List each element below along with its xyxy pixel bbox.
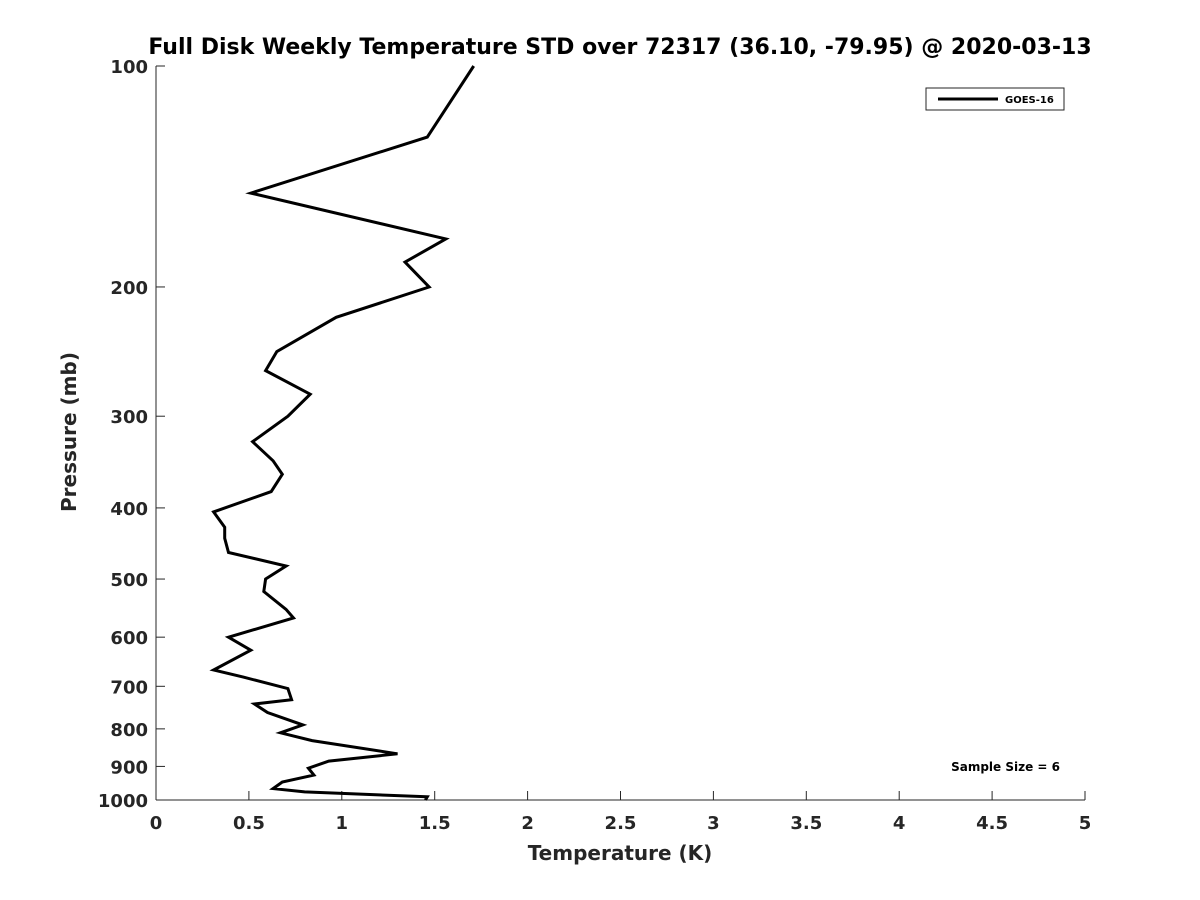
y-axis: 100 200 300 400 500 600 700 800 900 1000 (98, 57, 165, 812)
x-tick-label: 2 (521, 813, 534, 834)
x-tick-label: 5 (1079, 813, 1092, 834)
y-axis-label: Pressure (mb) (57, 352, 81, 512)
y-tick-label: 500 (110, 570, 148, 591)
x-tick-label: 0.5 (233, 813, 265, 834)
y-tick-label: 300 (110, 407, 148, 428)
x-tick-label: 4 (893, 813, 906, 834)
series-layer (209, 65, 475, 801)
y-tick-label: 200 (110, 278, 148, 299)
sample-size-annotation: Sample Size = 6 (951, 760, 1060, 774)
y-tick-label: 600 (110, 628, 148, 649)
chart-title: Full Disk Weekly Temperature STD over 72… (148, 35, 1091, 60)
series-line-goes-16 (209, 65, 475, 801)
y-tick-label: 900 (110, 757, 148, 778)
y-tick-label: 400 (110, 499, 148, 520)
legend-label-goes-16: GOES-16 (1005, 95, 1054, 106)
y-tick-label: 800 (110, 720, 148, 741)
x-tick-label: 1 (336, 813, 349, 834)
x-tick-label: 2.5 (605, 813, 637, 834)
x-axis: 0 0.5 1 1.5 2 2.5 3 3.5 4 4.5 5 (150, 791, 1092, 834)
x-tick-label: 0 (150, 813, 163, 834)
y-tick-label: 700 (110, 677, 148, 698)
x-tick-label: 1.5 (419, 813, 451, 834)
y-tick-label: 100 (110, 57, 148, 78)
legend: GOES-16 (925, 87, 1065, 111)
y-tick-label: 1000 (98, 791, 148, 812)
x-axis-label: Temperature (K) (528, 841, 713, 865)
x-tick-label: 3.5 (790, 813, 822, 834)
x-tick-label: 3 (707, 813, 720, 834)
x-tick-label: 4.5 (976, 813, 1008, 834)
